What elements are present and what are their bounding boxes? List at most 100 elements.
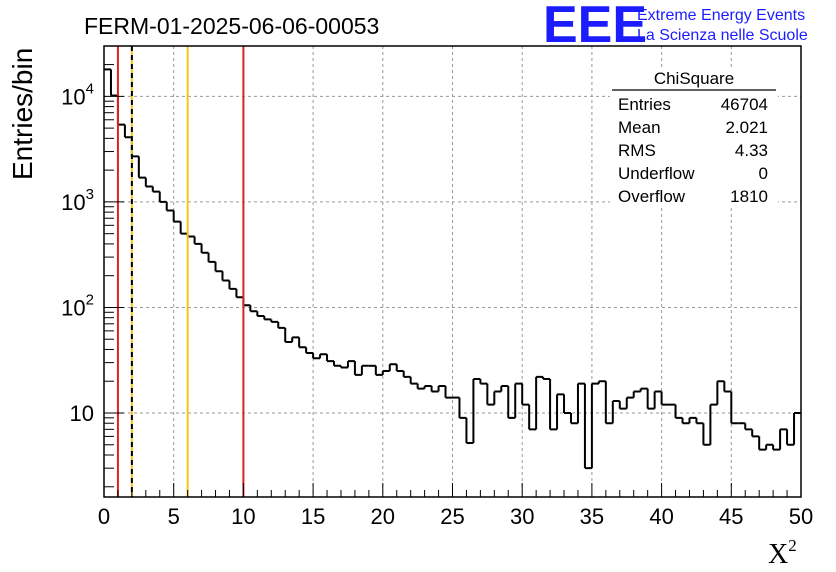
histogram-bin xyxy=(395,364,404,372)
histogram-bin xyxy=(249,305,258,313)
x-tick-label: 5 xyxy=(168,504,180,529)
histogram-bin xyxy=(786,429,795,446)
x-tick-label: 10 xyxy=(231,504,255,529)
y-axis-label: Entries/bin xyxy=(7,48,38,180)
histogram-bin xyxy=(186,233,195,238)
stats-rows: Entries 46704 Mean 2.021 RMS 4.33 Underflow 0 Ov… xyxy=(618,95,768,206)
histogram-bin xyxy=(709,403,718,445)
stats-value: 2.021 xyxy=(725,118,768,137)
histogram-bin xyxy=(242,297,251,307)
x-axis-label-base: X xyxy=(768,539,788,570)
stats-label: Underflow xyxy=(618,164,695,183)
histogram-bin xyxy=(758,436,767,451)
histogram-bin xyxy=(765,443,774,450)
histogram-bin xyxy=(716,380,725,405)
histogram-bin xyxy=(305,347,314,355)
histogram-bin xyxy=(653,390,662,409)
histogram-bin xyxy=(479,378,488,385)
histogram-bin xyxy=(165,201,174,212)
stats-value: 1810 xyxy=(730,187,768,206)
axis-ticks xyxy=(103,64,802,497)
y-tick-label: 104 xyxy=(61,80,94,109)
stats-box-bg xyxy=(610,68,778,208)
histogram-bin xyxy=(123,124,132,139)
histogram-bin xyxy=(339,365,348,369)
histogram-bin xyxy=(270,319,279,323)
histogram-bin xyxy=(604,381,613,425)
stats-label: Overflow xyxy=(618,187,686,206)
x-tick-label: 20 xyxy=(371,504,395,529)
histogram-bin xyxy=(228,280,237,290)
stats-label: Mean xyxy=(618,118,661,137)
histogram-bin xyxy=(583,383,592,470)
stats-box-title: ChiSquare xyxy=(654,69,734,88)
histogram-bin xyxy=(625,396,634,409)
x-tick-label: 25 xyxy=(440,504,464,529)
histogram-bin xyxy=(158,191,167,203)
histogram-bin xyxy=(569,412,578,425)
x-tick-label: 35 xyxy=(580,504,604,529)
histogram-bin xyxy=(263,315,272,321)
histogram-bin xyxy=(751,429,760,438)
histogram-bin xyxy=(416,383,425,390)
histogram-bin xyxy=(444,386,453,399)
histogram-bin xyxy=(695,417,704,425)
y-tick-exponent: 3 xyxy=(86,186,94,203)
histogram-bin xyxy=(730,391,739,425)
histogram-bin xyxy=(137,156,146,179)
histogram-bin xyxy=(493,390,502,405)
histogram-bin xyxy=(116,95,125,126)
histogram-bin xyxy=(528,404,537,431)
y-tick-label: 10 xyxy=(70,401,94,426)
histogram-bin xyxy=(646,388,655,410)
x-tick-label: 0 xyxy=(98,504,110,529)
histogram-bin xyxy=(402,370,411,378)
histogram-bin xyxy=(590,382,599,469)
histogram-bin xyxy=(130,137,139,158)
histogram-bin xyxy=(277,321,286,329)
histogram-bin xyxy=(688,416,697,424)
histogram-bin xyxy=(172,210,181,223)
histogram-bin xyxy=(381,369,390,375)
histogram-bin xyxy=(563,394,571,414)
y-tick-base: 10 xyxy=(61,84,85,109)
histogram-bin xyxy=(618,400,627,410)
eee-logo-line2: La Scienza nelle Scuole xyxy=(637,27,808,44)
histogram-bin xyxy=(681,417,690,425)
histogram-bin xyxy=(333,361,341,367)
y-tick-base: 10 xyxy=(61,190,85,215)
histogram-bin xyxy=(256,311,265,317)
eee-logo: EEE Extreme Energy Events La Scienza nel… xyxy=(543,0,808,54)
chart-title: FERM-01-2025-06-06-00053 xyxy=(84,13,379,39)
histogram-bin xyxy=(744,423,753,431)
histogram-bin xyxy=(514,382,523,418)
histogram-bin xyxy=(500,385,509,392)
stats-label: RMS xyxy=(618,141,656,160)
reference-lines xyxy=(116,46,245,497)
y-tick-label: 103 xyxy=(61,186,94,215)
histogram-bin xyxy=(437,385,446,392)
histogram-bin xyxy=(576,382,585,424)
y-tick-label: 102 xyxy=(61,291,94,320)
histogram-bin xyxy=(430,386,439,393)
histogram-bin xyxy=(507,386,516,419)
histogram-bin xyxy=(423,385,432,389)
histogram-bin xyxy=(639,387,648,392)
histogram-bin xyxy=(388,363,397,371)
histogram-bin xyxy=(772,444,781,451)
histogram-bin xyxy=(109,69,118,97)
stats-value: 46704 xyxy=(721,95,768,114)
histogram-bin xyxy=(723,381,732,393)
histogram-bin xyxy=(312,353,321,360)
histogram-bin xyxy=(660,391,669,406)
stats-label: Entries xyxy=(618,95,671,114)
y-tick-exponent: 4 xyxy=(86,80,94,97)
stats-value: 0 xyxy=(759,164,768,183)
histogram-bin xyxy=(793,411,801,445)
histogram-bin xyxy=(535,375,544,430)
histogram-bin xyxy=(353,361,362,376)
x-tick-label: 45 xyxy=(719,504,743,529)
histogram-bin xyxy=(779,428,788,450)
histogram-bin xyxy=(214,261,223,273)
x-tick-label: 15 xyxy=(301,504,325,529)
